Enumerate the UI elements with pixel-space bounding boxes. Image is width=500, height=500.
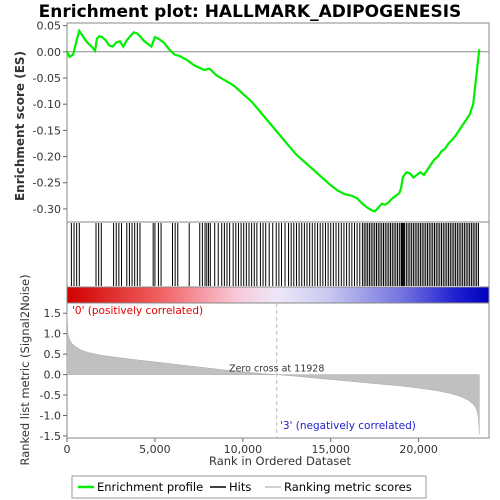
metric-ytick-label: -0.5 xyxy=(40,389,61,402)
es-panel: 0.05 0.00 -0.05 -0.10 -0.15 -0.20 -0.25 -0.30 E… xyxy=(13,20,490,223)
es-ytick-label: -0.15 xyxy=(33,124,61,137)
metric-y-ticks: 1.5 1.0 0.5 0.0 -0.5 -1.0 -1.5 xyxy=(40,307,67,443)
metric-panel: Zero cross at 11928 '0' (positively corr… xyxy=(18,274,490,468)
metric-xlabel: Rank in Ordered Dataset xyxy=(209,454,352,468)
es-ytick-label: 0.05 xyxy=(37,20,62,33)
chart-title: Enrichment plot: HALLMARK_ADIPOGENESIS xyxy=(39,2,462,22)
metric-ytick-label: -1.5 xyxy=(40,430,61,443)
rank-heat-bar xyxy=(66,286,490,304)
es-ytick-label: 0.00 xyxy=(37,46,62,59)
es-ytick-label: -0.10 xyxy=(33,98,61,111)
metric-ytick-label: 1.5 xyxy=(44,307,62,320)
metric-ylabel: Ranked list metric (Signal2Noise) xyxy=(18,274,32,465)
es-ytick-label: -0.25 xyxy=(33,177,61,190)
es-ylabel: Enrichment score (ES) xyxy=(13,51,27,201)
metric-xtick-label: 10,000 xyxy=(224,443,263,456)
es-ytick-label: -0.05 xyxy=(33,72,61,85)
legend-frame xyxy=(71,475,427,499)
metric-xtick-label: 15,000 xyxy=(312,443,351,456)
legend: Enrichment profile Hits Ranking metric s… xyxy=(71,475,427,499)
metric-xtick-label: 5,000 xyxy=(139,443,171,456)
negative-correlated-label: '3' (negatively correlated) xyxy=(280,420,416,432)
heat-bar-gradient xyxy=(66,286,490,304)
es-y-ticks: 0.05 0.00 -0.05 -0.10 -0.15 -0.20 -0.25 -0.30 xyxy=(33,20,67,216)
metric-xtick-label: 0 xyxy=(64,443,71,456)
metric-ytick-label: -1.0 xyxy=(40,410,61,423)
legend-enrichment-label: Enrichment profile xyxy=(97,480,203,494)
metric-xtick-label: 20,000 xyxy=(399,443,438,456)
legend-metric-label: Ranking metric scores xyxy=(284,480,412,494)
es-ytick-label: -0.20 xyxy=(33,151,61,164)
metric-ytick-label: 0.5 xyxy=(44,348,62,361)
metric-ytick-label: 0.0 xyxy=(44,369,62,382)
hits-panel xyxy=(66,221,490,288)
legend-hits-label: Hits xyxy=(229,480,251,494)
hit-marks xyxy=(70,223,479,286)
enrichment-profile-line xyxy=(66,28,481,213)
metric-ytick-label: 1.0 xyxy=(44,328,62,341)
metric-x-ticks: 0 5,000 10,000 15,000 20,000 xyxy=(64,438,438,456)
positive-correlated-label: '0' (positively correlated) xyxy=(72,305,203,317)
zero-cross-label: Zero cross at 11928 xyxy=(229,364,324,375)
es-panel-frame xyxy=(66,22,490,223)
es-ytick-label: -0.30 xyxy=(33,203,61,216)
